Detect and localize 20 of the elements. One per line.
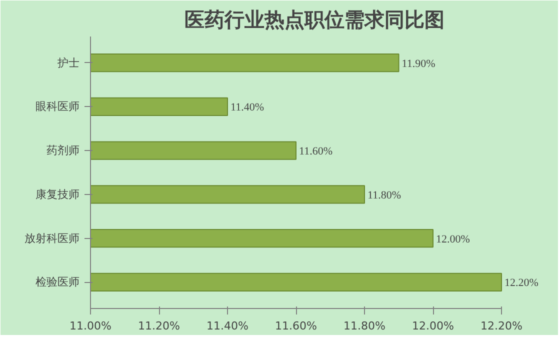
x-tick-label: 11.60%	[275, 320, 317, 332]
x-tick-label: 12.20%	[480, 320, 522, 332]
data-label: 12.00%	[436, 233, 470, 246]
y-tick-label: 检验医师	[36, 276, 80, 289]
data-label: 11.40%	[230, 102, 264, 114]
y-tick-label: 康复技师	[36, 188, 80, 201]
x-tick-label: 11.00%	[70, 320, 112, 332]
y-tick-label: 护士	[56, 56, 80, 70]
data-label: 11.80%	[368, 189, 402, 202]
data-label: 12.20%	[504, 277, 538, 290]
y-tick-label: 药剂师	[46, 144, 80, 158]
y-tick-label: 放射科医师	[24, 232, 80, 245]
data-label: 11.90%	[402, 58, 436, 70]
x-tick-label: 11.80%	[344, 320, 386, 332]
chart-title: 医药行业热点职位需求同比图	[184, 8, 444, 32]
x-tick-label: 11.20%	[138, 320, 180, 332]
data-label: 11.60%	[299, 146, 333, 158]
y-tick-label: 眼科医师	[36, 100, 80, 114]
x-tick-label: 11.40%	[206, 320, 248, 332]
x-tick-label: 12.00%	[412, 320, 454, 332]
